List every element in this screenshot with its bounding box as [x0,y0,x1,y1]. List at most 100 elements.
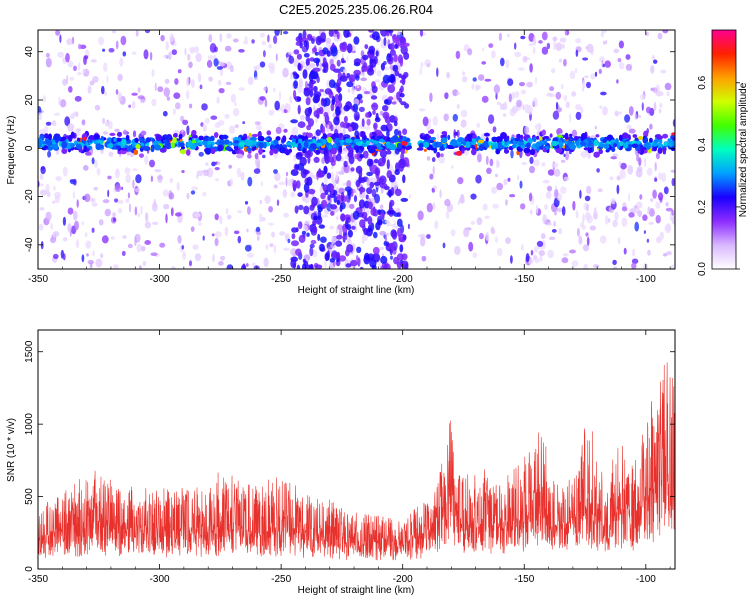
spectrogram-cell [250,136,257,141]
spectrogram-cell [326,172,332,179]
spectrogram-cell [396,261,402,269]
spectrogram-cell [516,99,523,108]
spectrogram-cell [478,232,484,240]
spectrogram-cell [485,231,490,241]
spectrogram-cell [67,123,75,132]
spectrogram-cell [347,229,353,238]
spectrogram-cell [522,104,525,111]
spectrogram-cell [438,154,446,164]
spectrogram-cell [176,181,180,191]
spectrogram-cell [55,30,61,36]
spectrogram-cell [208,76,213,82]
spectrogram-cell [259,61,266,68]
spectrogram-cell [62,216,66,226]
snr-frame [37,329,676,570]
spectrogram-cell [102,48,106,52]
spectrogram-cell [297,96,302,102]
spectrogram-cell [117,91,122,102]
spectrogram-cell [545,145,549,150]
spectrogram-cell [547,249,554,259]
spectrogram-cell [164,134,167,139]
spectrogram-cell [610,197,616,205]
spectrogram-cell [396,218,403,227]
spectrogram-cell [388,189,392,198]
spectrogram-cell [89,80,95,86]
spectrogram-cell [133,149,138,155]
spectrogram-cell [471,83,475,90]
spectrogram-cell [520,35,526,40]
spectrogram-cell [295,35,304,43]
spectrogram-cell [328,145,333,150]
spectrogram-cell [247,252,254,258]
spectrogram-cell [645,106,652,114]
spectrogram-cell [569,133,573,137]
spectrogram-cell [332,261,336,267]
spectrogram-cell [181,245,185,250]
spectrogram-cell [432,116,439,126]
spectrogram-cell [244,139,249,146]
spectrogram-cell [264,195,271,204]
spectrogram-cell [288,55,295,64]
spectrogram-x-tick-label: -300 [150,274,170,285]
spectrogram-cell [373,181,381,186]
spectrogram-cell [62,237,68,242]
spectrogram-cell [379,246,385,251]
spectrogram-y-tick-label: -20 [24,189,35,204]
spectrogram-cell [233,230,240,235]
spectrogram-cell [224,45,232,52]
spectrogram-cell [154,144,161,151]
spectrogram-cell [664,224,671,234]
spectrogram-cell [546,185,553,192]
spectrogram-cell [637,210,643,218]
spectrogram-cell [628,212,635,218]
spectrogram-cell [142,260,147,267]
spectrogram-cell [201,103,208,111]
spectrogram-cell [401,253,408,261]
spectrogram-cell [541,129,546,136]
spectrogram-cell [396,30,401,36]
snr-x-axis-label: Height of straight line (km) [298,585,415,596]
spectrogram-cell [128,104,132,108]
spectrogram-cell [93,134,100,139]
spectrogram-cell [365,112,371,118]
spectrogram-cell [614,211,619,221]
spectrogram-cell [492,203,500,209]
spectrogram-cell [612,219,618,228]
spectrogram-cell [304,107,312,117]
spectrogram-cell [280,146,284,154]
spectrogram-cell [547,169,555,176]
spectrogram-cell [39,207,45,211]
spectrogram-cell [568,143,572,149]
spectrogram-cell [457,177,464,185]
spectrogram-cell [66,74,69,84]
spectrogram-cell [180,115,185,122]
spectrogram-cell [384,234,388,243]
spectrogram-cell [442,242,446,249]
spectrogram-cell [522,55,528,63]
spectrogram-cell [477,139,485,144]
spectrogram-cell [662,30,669,34]
spectrogram-cell [572,200,576,211]
spectrogram-cell [186,149,191,156]
spectrogram-cell [353,220,357,228]
spectrogram-cell [168,51,172,60]
spectrogram-cell [653,101,657,111]
spectrogram-cell [154,82,157,92]
spectrogram-cell [663,253,668,257]
spectrogram-cell [392,33,398,44]
spectrogram-cell [370,135,376,141]
spectrogram-cell [318,106,324,115]
spectrogram-cell [393,212,401,217]
spectrogram-cell [653,59,658,64]
spectrogram-cell [385,150,392,155]
spectrogram-cell [115,168,120,179]
spectrogram-cell [362,54,369,61]
spectrogram-cell [105,121,110,127]
spectrogram-cell [384,220,390,224]
spectrogram-cell [541,31,548,41]
spectrogram-cell [359,154,365,159]
spectrogram-cell [625,63,632,71]
spectrogram-cell [373,158,379,164]
spectrogram-cell [91,227,95,233]
